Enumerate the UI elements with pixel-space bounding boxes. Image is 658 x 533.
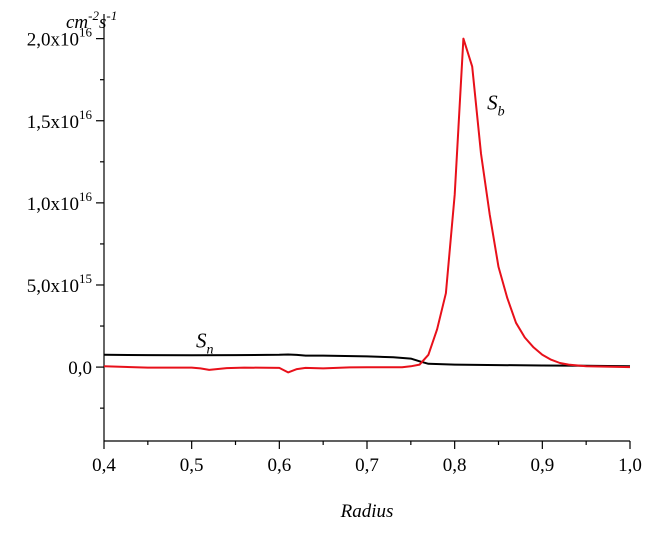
y-tick-label: 0,0 (68, 358, 92, 379)
x-tick-label: 0,5 (180, 455, 204, 476)
x-tick-label: 0,4 (92, 455, 116, 476)
series-label-Sb: Sb (487, 90, 505, 119)
y-tick-label: 5,0x1015 (27, 271, 92, 297)
x-tick-label: 0,9 (530, 455, 554, 476)
y-units-exp2: -1 (106, 8, 117, 23)
series-line-Sn (103, 353, 631, 368)
x-tick-label: 1,0 (618, 455, 642, 476)
y-axis-units: cm-2s-1 (66, 8, 117, 33)
y-units-exp1: -2 (88, 8, 99, 23)
y-ticks: 0,0 5,0x1015 1,0x1016 1,5x1016 2,0x1016 (27, 25, 104, 409)
x-tick-label: 0,8 (443, 455, 467, 476)
plot-area (103, 37, 631, 374)
axes (103, 14, 630, 442)
y-units-base2: s (99, 12, 106, 33)
y-tick-label: 1,0x1016 (27, 189, 93, 215)
series-label-Sn: Sn (196, 328, 214, 357)
series-labels: Sn Sb (196, 90, 505, 357)
x-ticks: 0,4 0,5 0,6 0,7 0,8 0,9 1,0 (92, 441, 642, 476)
x-axis-title: Radius (340, 501, 394, 522)
y-tick-label: 1,5x1016 (27, 107, 93, 133)
y-tick-label: 2,0x1016 (27, 25, 93, 51)
x-tick-label: 0,6 (267, 455, 291, 476)
series-line-Sb (103, 37, 631, 374)
y-units-base1: cm (66, 12, 88, 33)
x-tick-label: 0,7 (355, 455, 379, 476)
